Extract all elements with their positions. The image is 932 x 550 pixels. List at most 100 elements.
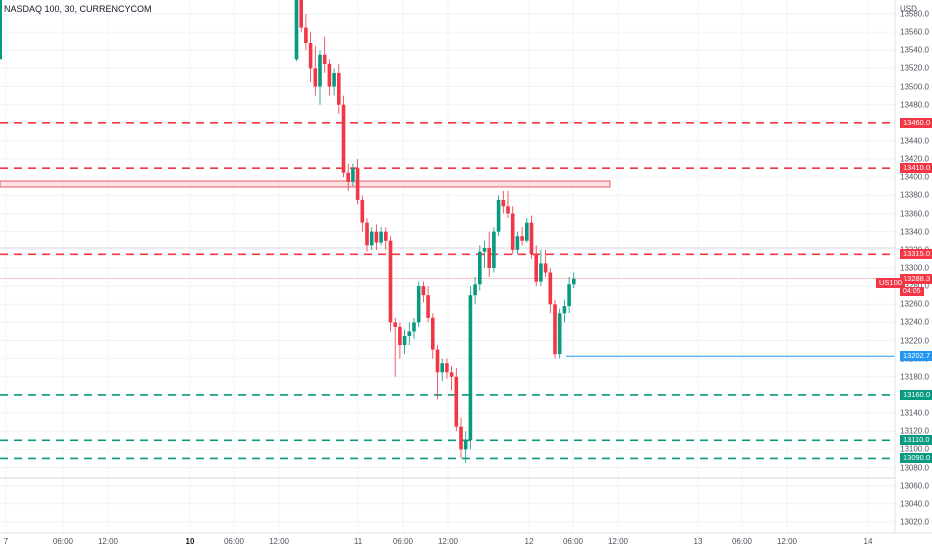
time-tick: 06:00 <box>223 537 245 546</box>
support-price-tag: 13090.0 <box>900 453 932 464</box>
candle-body <box>393 322 397 327</box>
time-tick: 06:00 <box>392 537 414 546</box>
price-tick: 13380.0 <box>900 190 929 200</box>
time-tick: 12:00 <box>437 537 459 546</box>
price-tick: 13100.0 <box>900 444 929 454</box>
time-tick: 06:00 <box>52 537 74 546</box>
candle-body <box>398 326 402 346</box>
candle-body <box>369 231 374 246</box>
candle-body <box>435 349 440 373</box>
candle-body <box>454 376 459 427</box>
price-tick: 13440.0 <box>900 136 929 146</box>
candle-body <box>294 0 299 60</box>
price-tick: 13360.0 <box>900 209 929 219</box>
support-price-tag: 13110.0 <box>900 435 932 446</box>
candle-body <box>510 213 515 250</box>
price-tick: 13140.0 <box>900 408 929 418</box>
price-tick: 13420.0 <box>900 154 929 164</box>
candle-body <box>426 295 430 318</box>
candle-body <box>572 278 576 285</box>
candle-body <box>463 440 468 450</box>
current-price-tag: 13288.3 <box>900 273 932 284</box>
price-tick: 13120.0 <box>900 426 929 436</box>
price-tick: 13220.0 <box>900 336 929 346</box>
candle-body <box>421 286 426 296</box>
candle-body <box>360 199 365 223</box>
candle-body <box>355 168 360 200</box>
price-tick: 13300.0 <box>900 263 929 273</box>
candle-body <box>548 272 553 305</box>
candle-body <box>332 72 336 87</box>
candle-body <box>557 313 562 355</box>
candle-body <box>384 231 388 241</box>
candle-body <box>341 104 346 173</box>
resistance-price-tag: 13315.0 <box>900 249 932 260</box>
price-tick: 13080.0 <box>900 463 929 472</box>
price-tick: 13260.0 <box>900 299 929 309</box>
candle-body <box>412 322 416 332</box>
candle-body <box>346 172 350 182</box>
candle-body <box>308 43 313 69</box>
price-tick: 13180.0 <box>900 372 929 382</box>
candle-body <box>459 426 463 450</box>
price-tick: 13540.0 <box>900 45 929 55</box>
price-tick: 13400.0 <box>900 172 929 182</box>
candle-body <box>431 317 435 350</box>
time-tick: 12:00 <box>97 537 119 546</box>
support-price-tag: 13160.0 <box>900 389 932 400</box>
price-tick: 13520.0 <box>900 63 929 73</box>
candle-body <box>543 263 548 273</box>
candle-body <box>327 63 332 87</box>
candle-body <box>473 284 477 296</box>
price-tick: 13040.0 <box>900 499 929 509</box>
candle-body <box>567 284 571 307</box>
ticker-badge: US100 <box>876 278 905 288</box>
time-tick: 13 <box>693 537 703 546</box>
candle-body <box>539 263 543 282</box>
horizontal-levels <box>0 122 895 479</box>
candle-body <box>501 199 506 207</box>
time-tick: 12:00 <box>776 537 798 546</box>
bar-countdown: 04:05 <box>900 287 924 296</box>
candle-body <box>416 286 421 323</box>
price-tick: 13500.0 <box>900 82 929 92</box>
price-tick: 13560.0 <box>900 27 929 37</box>
time-tick: 06:00 <box>731 537 753 546</box>
blue-level-tag: 13202.7 <box>900 351 932 362</box>
candle-body <box>487 248 491 268</box>
candle-body <box>482 248 487 252</box>
symbol-title[interactable]: NASDAQ 100, 30, CURRENCYCOM <box>4 4 152 14</box>
price-tick: 13240.0 <box>900 317 929 327</box>
candle-body <box>304 27 308 44</box>
candle-body <box>440 363 444 373</box>
candle-body <box>449 372 454 377</box>
candle-body <box>299 0 303 28</box>
time-tick: 7 <box>3 537 9 546</box>
resistance-price-tag: 13460.0 <box>900 117 932 128</box>
currency-label: USD <box>900 4 917 14</box>
candle-body <box>351 168 355 182</box>
candle-body <box>313 68 318 87</box>
candle-body <box>562 306 567 314</box>
candle-body <box>492 231 496 268</box>
chart-grid <box>0 0 895 533</box>
candle-body <box>445 363 449 373</box>
price-tick: 13340.0 <box>900 227 929 237</box>
candle-body <box>468 295 473 441</box>
price-tick: 13020.0 <box>900 517 929 527</box>
candle-body <box>388 240 393 323</box>
candle-body <box>534 254 538 282</box>
time-tick: 12:00 <box>607 537 629 546</box>
candle-body <box>478 251 482 285</box>
resistance-zone[interactable] <box>0 180 611 188</box>
candle-body <box>496 199 501 232</box>
time-tick: 11 <box>353 537 363 546</box>
time-tick: 14 <box>863 537 873 546</box>
candle-body <box>0 0 2 60</box>
time-tick: 12 <box>524 537 534 546</box>
candle-body <box>525 222 529 241</box>
price-tick: 13580.0 <box>900 9 929 19</box>
price-tick: 13480.0 <box>900 100 929 110</box>
candle-body <box>529 222 534 255</box>
